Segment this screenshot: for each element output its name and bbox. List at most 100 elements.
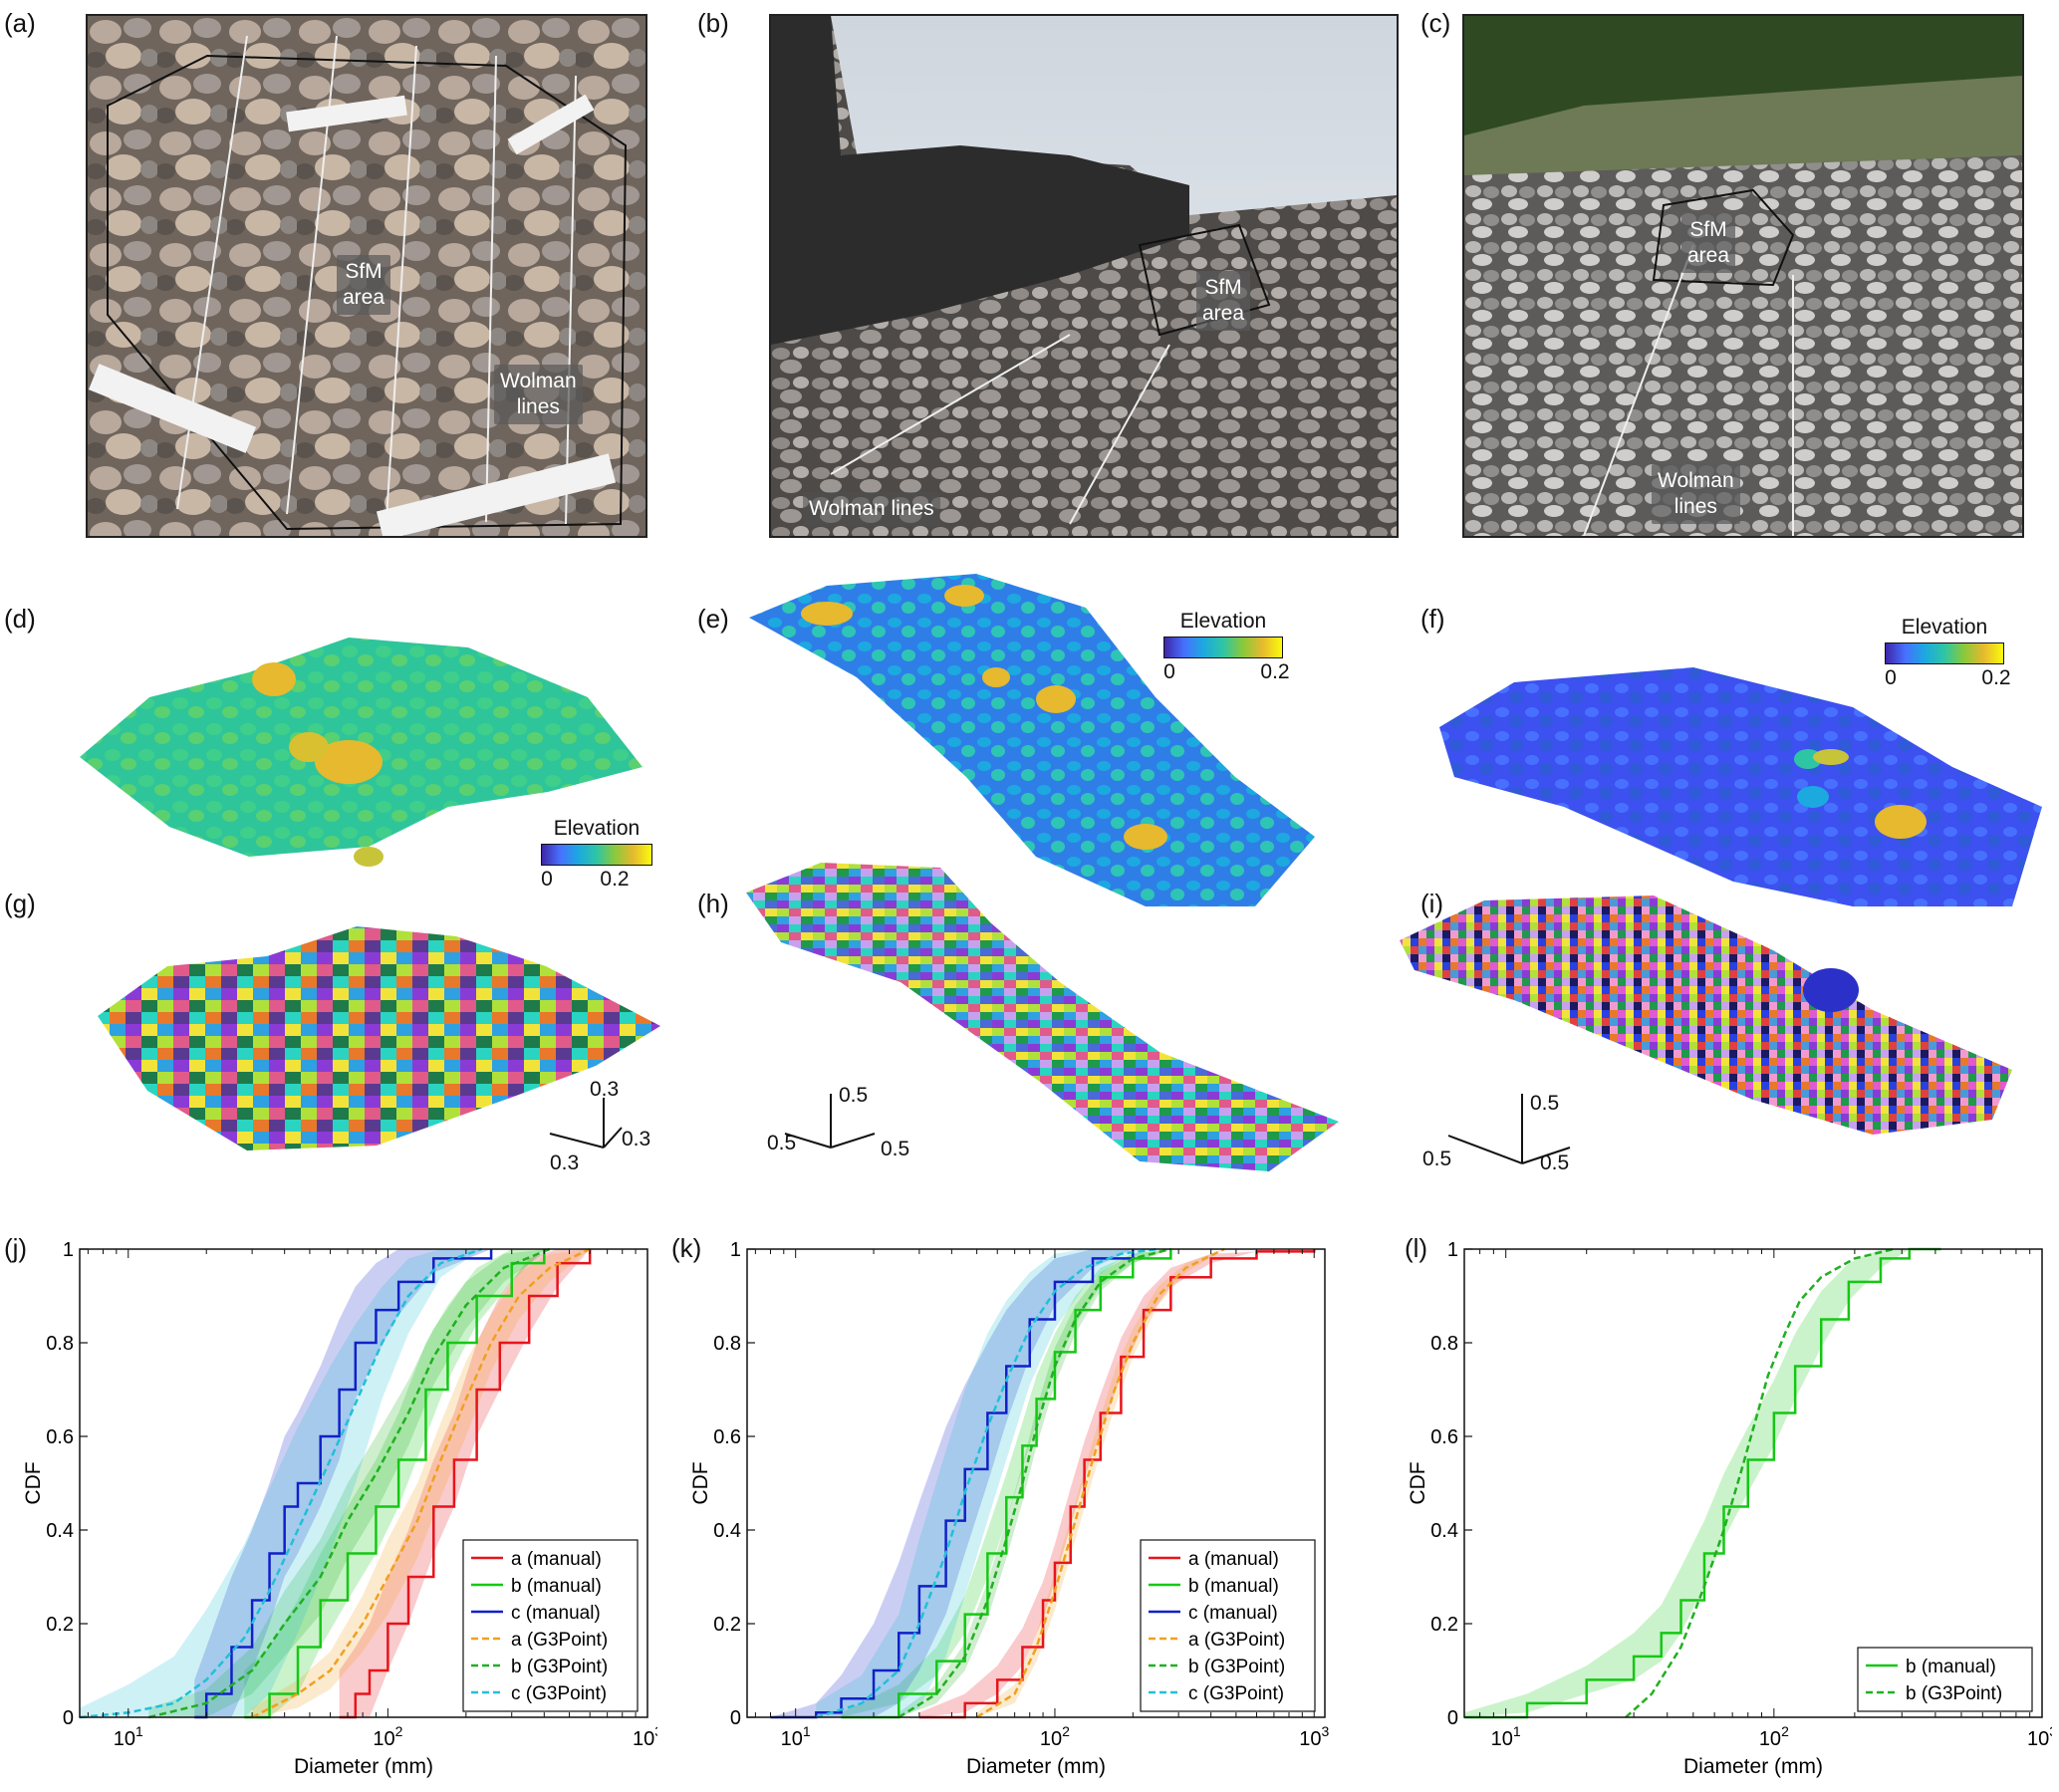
legend-label-j-4: b (G3Point)	[511, 1657, 608, 1677]
axis-triad-h	[784, 1094, 876, 1149]
panel-label-h: (h)	[697, 889, 729, 918]
colorbar-tick-f-1: 0.2	[1981, 666, 2011, 689]
cdf-band-j-5	[80, 1249, 482, 1717]
colorbar-gradient-e	[1163, 637, 1283, 658]
axes-frame-j	[79, 1248, 648, 1718]
panel-label-g: (g)	[4, 889, 36, 918]
cdf-band-k-5	[816, 1249, 1158, 1717]
y-tick-label-k-1: 0.2	[713, 1614, 741, 1636]
cdf-band-j-0	[339, 1249, 591, 1717]
cdf-band-k-2	[770, 1249, 1134, 1717]
axis-triad-i	[1447, 1094, 1571, 1164]
axis-triad-g	[549, 1098, 623, 1149]
wolman-lines-tag-b: Wolman lines	[803, 492, 940, 526]
y-tick-label-l-4: 0.8	[1430, 1333, 1458, 1355]
axis-label-g-x: 0.3	[550, 1152, 580, 1174]
gravel-photo-b	[771, 16, 1397, 536]
x-tick-label-l-2: 103	[2027, 1723, 2052, 1750]
segmented-cloud-i	[1400, 896, 2012, 1135]
wolman-lines-tag-c: Wolman lines	[1652, 464, 1740, 524]
colorbar-d: Elevation 0 0.2	[541, 817, 652, 891]
cdf-chart-j: 0 0.2 0.4 0.6 0.8 1 101 102 103 Diameter (mm) CDF a…	[20, 1237, 662, 1787]
cdf-band-j-4	[148, 1249, 550, 1717]
sfm-area-tag-a: SfM area	[337, 255, 391, 315]
legend-label-j-1: b (manual)	[511, 1576, 602, 1597]
legend-label-k-2: c (manual)	[1188, 1603, 1278, 1624]
colorbar-title-e: Elevation	[1179, 610, 1267, 633]
colorbar-gradient-d	[541, 844, 652, 866]
axis-label-h-z: 0.5	[839, 1084, 869, 1107]
legend-label-j-0: a (manual)	[511, 1549, 602, 1570]
axis-label-h-y: 0.5	[881, 1138, 910, 1160]
photo-panel-a: SfM area Wolman lines	[86, 14, 647, 538]
cdf-band-k-1	[841, 1249, 1171, 1717]
y-tick-label-j-4: 0.8	[46, 1333, 74, 1355]
y-tick-label-j-1: 0.2	[46, 1614, 74, 1636]
x-tick-label-k-2: 103	[1299, 1723, 1329, 1750]
axis-label-h-x: 0.5	[767, 1132, 797, 1154]
x-tick-label-k-1: 102	[1040, 1723, 1070, 1750]
cdf-line-j-4	[148, 1247, 551, 1719]
gravel-photo-c	[1464, 16, 2022, 536]
panel-label-j: (j)	[4, 1233, 28, 1263]
y-tick-label-l-1: 0.2	[1430, 1614, 1458, 1636]
y-tick-label-l-2: 0.4	[1430, 1520, 1458, 1542]
colorbar-tick-d-1: 0.2	[600, 868, 630, 891]
y-tick-label-k-0: 0	[730, 1707, 741, 1729]
cdf-line-k-1	[841, 1249, 1172, 1719]
panel-label-i: (i)	[1420, 889, 1444, 918]
panel-label-l: (l)	[1405, 1233, 1428, 1263]
y-axis-label-k: CDF	[689, 1461, 712, 1504]
x-tick-label-j-2: 103	[633, 1723, 657, 1750]
cdf-line-l-1	[1625, 1247, 1895, 1718]
cdf-line-k-5	[815, 1247, 1158, 1719]
x-tick-label-j-0: 101	[114, 1723, 143, 1750]
y-tick-label-l-3: 0.6	[1430, 1426, 1458, 1448]
y-tick-label-j-0: 0	[63, 1707, 74, 1729]
legend-box-l	[1857, 1647, 2033, 1712]
legend-label-k-5: c (G3Point)	[1188, 1683, 1284, 1704]
cdf-chart-l: 0 0.2 0.4 0.6 0.8 1 101 102 103 Diameter (mm) CDF b…	[1405, 1237, 2057, 1787]
cdf-line-j-3	[251, 1247, 591, 1719]
panel-label-c: (c)	[1420, 8, 1451, 38]
cdf-line-k-4	[898, 1247, 1171, 1719]
panel-label-b: (b)	[697, 8, 729, 38]
x-tick-label-l-0: 101	[1491, 1723, 1521, 1750]
sfm-area-tag-c: SfM area	[1681, 213, 1736, 273]
legend-box-j	[462, 1539, 639, 1712]
x-tick-label-j-1: 102	[373, 1723, 402, 1750]
legend-box-k	[1140, 1539, 1316, 1712]
legend-label-l-0: b (manual)	[1906, 1657, 1996, 1677]
gravel-photo-a	[88, 16, 645, 536]
axis-label-i-y: 0.5	[1540, 1152, 1570, 1174]
cdf-line-k-2	[770, 1249, 1135, 1719]
legend-label-k-3: a (G3Point)	[1188, 1630, 1285, 1651]
panel-label-d: (d)	[4, 604, 36, 634]
x-axis-label-l: Diameter (mm)	[1683, 1755, 1823, 1778]
cdf-line-j-0	[339, 1249, 592, 1719]
axes-frame-k	[746, 1248, 1326, 1718]
y-tick-label-j-3: 0.6	[46, 1426, 74, 1448]
colorbar-tick-d-0: 0	[541, 868, 553, 891]
legend-label-k-0: a (manual)	[1188, 1549, 1279, 1570]
legend-label-k-4: b (G3Point)	[1188, 1657, 1285, 1677]
x-tick-label-k-0: 101	[781, 1723, 811, 1750]
axis-label-g-y: 0.3	[622, 1128, 651, 1151]
panel-label-f: (f)	[1420, 604, 1445, 634]
cdf-plot-svg-l: 0 0.2 0.4 0.6 0.8 1 101 102 103 Diameter (mm) CDF b…	[1407, 1239, 2057, 1778]
colorbar-tick-f-0: 0	[1885, 666, 1897, 689]
cdf-plot-svg-k: 0 0.2 0.4 0.6 0.8 1 101 102 103 Diameter (mm) CDF a…	[689, 1239, 1329, 1778]
legend-label-j-3: a (G3Point)	[511, 1630, 608, 1651]
elevation-cloud-d	[80, 638, 643, 867]
x-tick-label-l-1: 102	[1759, 1723, 1789, 1750]
y-tick-label-k-3: 0.6	[713, 1426, 741, 1448]
wolman-lines-tag-a: Wolman lines	[494, 365, 583, 424]
axis-label-i-x: 0.5	[1422, 1148, 1452, 1170]
segmented-cloud-g	[98, 926, 660, 1151]
y-tick-label-j-2: 0.4	[46, 1520, 74, 1542]
y-tick-label-k-4: 0.8	[713, 1333, 741, 1355]
cdf-line-j-5	[79, 1247, 483, 1719]
legend-label-j-5: c (G3Point)	[511, 1683, 607, 1704]
panel-label-k: (k)	[671, 1233, 702, 1263]
x-axis-label-k: Diameter (mm)	[966, 1755, 1106, 1778]
